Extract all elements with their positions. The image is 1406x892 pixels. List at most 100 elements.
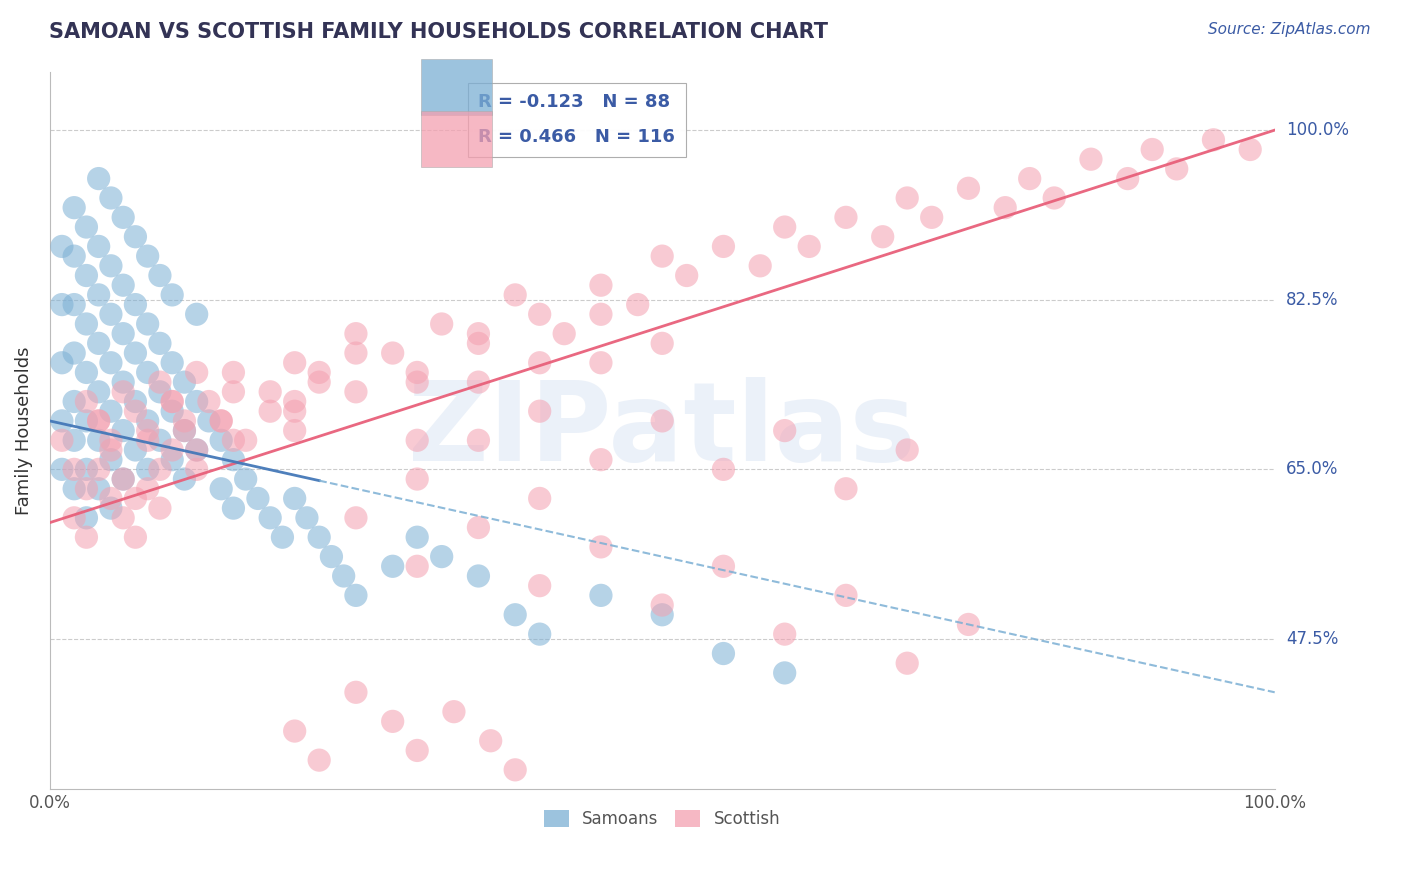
Point [321, 549, 343, 564]
Point [149, 384, 172, 399]
Point [406, 375, 429, 389]
Point [87, 288, 110, 302]
Point [246, 491, 269, 506]
Point [149, 268, 172, 283]
Point [209, 414, 232, 428]
Point [222, 434, 245, 448]
Point [344, 346, 367, 360]
Point [835, 588, 858, 602]
Point [994, 201, 1017, 215]
Point [222, 366, 245, 380]
Point [675, 268, 697, 283]
Point [406, 743, 429, 757]
Point [835, 211, 858, 225]
Point [1202, 133, 1225, 147]
Point [100, 434, 122, 448]
Point [160, 394, 183, 409]
Point [589, 356, 612, 370]
Point [773, 424, 796, 438]
Point [344, 326, 367, 341]
Point [589, 452, 612, 467]
Point [173, 414, 195, 428]
Point [87, 462, 110, 476]
Point [149, 462, 172, 476]
Point [124, 346, 146, 360]
Point [173, 424, 195, 438]
Point [284, 724, 307, 739]
Point [149, 375, 172, 389]
Point [1043, 191, 1066, 205]
Text: 47.5%: 47.5% [1286, 630, 1339, 648]
Point [651, 336, 673, 351]
Point [344, 511, 367, 525]
Point [896, 442, 918, 457]
Point [430, 317, 453, 331]
Point [87, 336, 110, 351]
Point [749, 259, 772, 273]
Point [160, 288, 183, 302]
Point [235, 472, 257, 486]
Point [87, 384, 110, 399]
Point [63, 201, 86, 215]
Point [87, 239, 110, 253]
Point [136, 249, 159, 263]
Point [406, 472, 429, 486]
Point [553, 326, 575, 341]
FancyBboxPatch shape [420, 111, 492, 167]
Point [63, 482, 86, 496]
Point [589, 307, 612, 321]
Point [284, 491, 307, 506]
Point [529, 627, 551, 641]
Point [308, 375, 330, 389]
Point [51, 434, 73, 448]
Point [713, 559, 735, 574]
Point [173, 375, 195, 389]
Point [51, 356, 73, 370]
Point [75, 482, 97, 496]
Point [75, 511, 97, 525]
Point [259, 511, 281, 525]
Point [136, 424, 159, 438]
Text: R = -0.123   N = 88
R = 0.466   N = 116: R = -0.123 N = 88 R = 0.466 N = 116 [478, 94, 675, 146]
Point [284, 394, 307, 409]
Point [87, 434, 110, 448]
Point [63, 249, 86, 263]
Text: ZIPatlas: ZIPatlas [408, 377, 917, 484]
Point [651, 598, 673, 612]
Point [503, 763, 526, 777]
Point [124, 530, 146, 544]
Text: Source: ZipAtlas.com: Source: ZipAtlas.com [1208, 22, 1371, 37]
Point [529, 307, 551, 321]
Point [381, 346, 404, 360]
Point [100, 442, 122, 457]
Point [112, 384, 135, 399]
Point [589, 540, 612, 554]
Point [467, 569, 489, 583]
Point [112, 326, 135, 341]
FancyBboxPatch shape [420, 59, 492, 115]
Point [149, 434, 172, 448]
Point [259, 404, 281, 418]
Point [136, 366, 159, 380]
Point [75, 268, 97, 283]
Point [63, 462, 86, 476]
Point [112, 424, 135, 438]
Point [63, 394, 86, 409]
Point [284, 356, 307, 370]
Point [87, 171, 110, 186]
Point [75, 414, 97, 428]
Point [222, 501, 245, 516]
Point [529, 579, 551, 593]
Point [75, 530, 97, 544]
Point [406, 366, 429, 380]
Point [100, 501, 122, 516]
Point [100, 452, 122, 467]
Point [332, 569, 354, 583]
Point [1166, 161, 1188, 176]
Point [344, 384, 367, 399]
Point [75, 366, 97, 380]
Point [136, 317, 159, 331]
Point [406, 559, 429, 574]
Point [503, 288, 526, 302]
Point [651, 414, 673, 428]
